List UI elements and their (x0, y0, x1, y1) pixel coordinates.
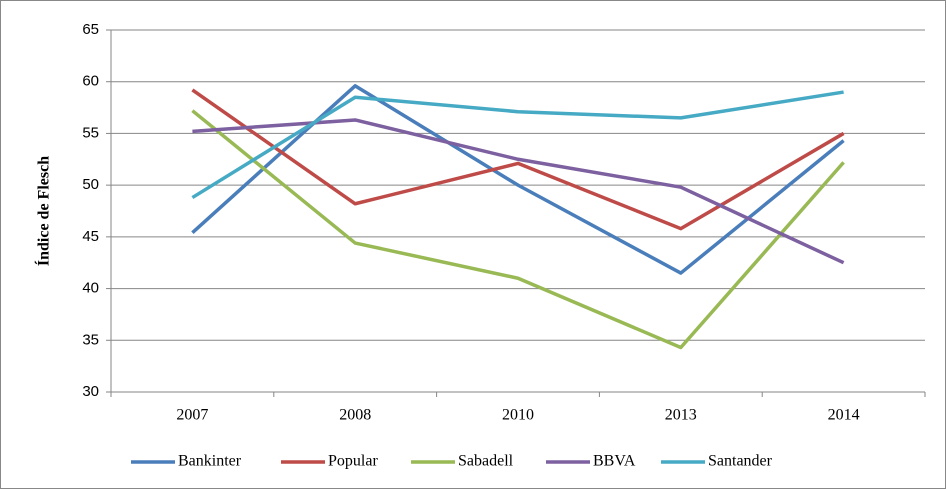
line-series (191, 109, 845, 350)
legend-label: Bankinter (178, 453, 242, 470)
legend-label: Santander (708, 453, 773, 470)
y-tick-label: 50 (82, 176, 99, 193)
y-tick-label: 55 (82, 124, 99, 141)
line-series (192, 118, 845, 265)
legend-label: Sabadell (458, 453, 514, 470)
legend-label: BBVA (593, 453, 636, 470)
line-series (191, 84, 845, 275)
y-tick-label: 30 (82, 383, 99, 400)
x-tick-label: 2013 (665, 407, 697, 424)
line-series (191, 88, 845, 231)
line-series (191, 90, 844, 200)
y-tick-label: 60 (82, 73, 99, 90)
y-axis-label: Índice de Flesch (34, 156, 53, 266)
x-tick-label: 2007 (176, 407, 208, 424)
x-tick-label: 2010 (502, 407, 534, 424)
y-tick-label: 65 (82, 21, 99, 38)
x-tick-label: 2014 (828, 407, 860, 424)
y-tick-label: 40 (82, 280, 99, 297)
x-tick-label: 2008 (339, 407, 371, 424)
y-tick-label: 45 (82, 228, 99, 245)
legend-label: Popular (328, 453, 378, 470)
y-tick-label: 35 (82, 331, 99, 348)
